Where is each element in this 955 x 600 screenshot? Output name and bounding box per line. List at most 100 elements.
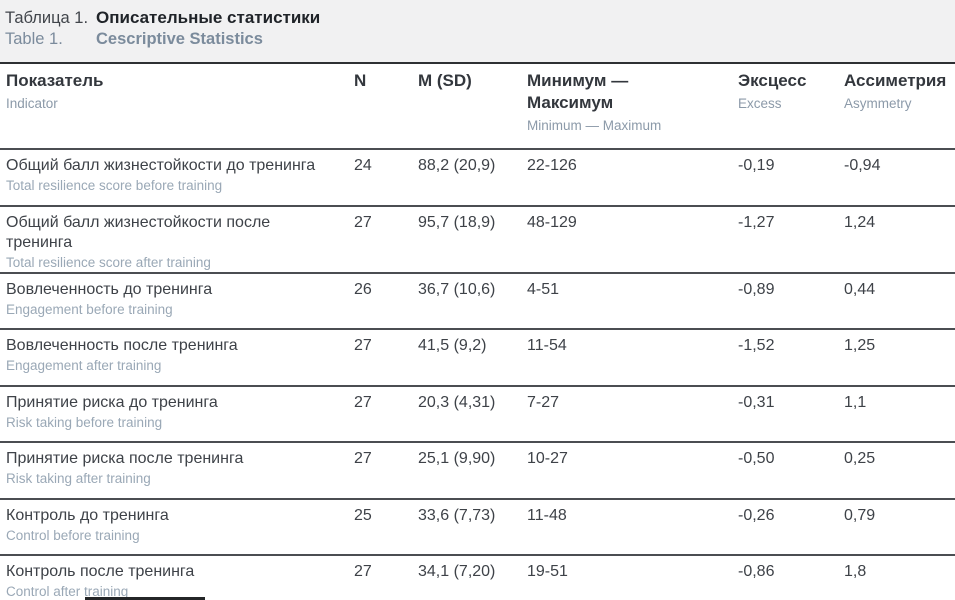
caption-line-ru: Таблица 1. Описательные статистики	[5, 7, 955, 29]
min-max-value: 48-129	[527, 213, 577, 231]
n-cell: 27	[343, 554, 410, 600]
caption-line-en: Table 1. Cescriptive Statistics	[5, 29, 955, 50]
n-value: 24	[354, 157, 372, 174]
row-label-ru: Принятие риска после тренинга	[6, 450, 244, 467]
m-sd-cell: 41,5 (9,2)	[410, 328, 519, 385]
row-label-en: Risk taking before training	[6, 414, 163, 430]
row-label-ru: Общий балл жизнестойкости до тренинга	[6, 157, 316, 174]
m-sd-value: 95,7 (18,9)	[418, 213, 496, 231]
row-label-en: Engagement before training	[6, 301, 173, 317]
n-cell: 27	[343, 204, 410, 272]
asymmetry-value: -0,94	[844, 157, 881, 174]
n-value: 27	[354, 213, 372, 231]
excess-value: -0,89	[738, 280, 775, 298]
table-caption: Таблица 1. Описательные статистики Table …	[0, 0, 955, 62]
caption-ru-title: Описательные статистики	[96, 8, 321, 27]
indicator-cell: Принятие риска после тренинга Risk takin…	[0, 441, 343, 498]
excess-cell: -0,19	[730, 148, 836, 205]
excess-cell: -0,89	[730, 271, 836, 329]
column-header-label-ru: Показатель	[6, 71, 104, 90]
column-header-excess: Эксцесс Excess	[730, 62, 836, 148]
column-header-label-ru: Эксцесс	[738, 71, 807, 90]
asymmetry-value: 0,44	[844, 280, 876, 298]
excess-cell: -1,52	[730, 328, 836, 385]
indicator-cell: Общий балл жизнестойкости до тренинга To…	[0, 148, 343, 205]
excess-cell: -0,31	[730, 384, 836, 442]
asymmetry-cell: 1,8	[836, 554, 955, 600]
n-cell: 24	[343, 148, 410, 205]
m-sd-value: 25,1 (9,90)	[418, 450, 496, 467]
table-row: Контроль после тренинга Control after tr…	[0, 554, 955, 600]
column-header-label-en: Indicator	[6, 96, 58, 111]
row-label-en: Engagement after training	[6, 358, 162, 373]
column-header-label-en: Excess	[738, 96, 782, 111]
row-label-en: Risk taking after training	[6, 471, 151, 486]
indicator-cell: Контроль после тренинга Control after tr…	[0, 554, 343, 600]
excess-cell: -0,86	[730, 554, 836, 600]
n-value: 25	[354, 506, 372, 524]
asymmetry-cell: 0,79	[836, 497, 955, 555]
min-max-value: 10-27	[527, 450, 568, 467]
row-label-ru: Общий балл жизнестойкости после тренинга	[6, 213, 271, 251]
min-max-cell: 11-48	[519, 497, 730, 555]
min-max-value: 4-51	[527, 280, 560, 298]
excess-value: -0,86	[738, 563, 775, 580]
excess-cell: -0,26	[730, 497, 836, 555]
column-header-n: N	[343, 62, 410, 148]
column-header-label-ru: M (SD)	[418, 71, 472, 90]
row-label-en: Total resilience score before training	[6, 178, 223, 193]
row-label-en: Total resilience score after training	[6, 254, 211, 270]
min-max-value: 19-51	[527, 563, 568, 580]
caption-en-prefix: Table 1.	[5, 30, 63, 48]
m-sd-value: 34,1 (7,20)	[418, 563, 496, 580]
indicator-cell: Вовлеченность после тренинга Engagement …	[0, 328, 343, 385]
column-header-min-max: Минимум — Максимум Minimum — Maximum	[519, 62, 730, 148]
min-max-cell: 11-54	[519, 328, 730, 385]
asymmetry-cell: 1,24	[836, 204, 955, 272]
column-header-m-sd: M (SD)	[410, 62, 519, 148]
n-value: 27	[354, 563, 372, 580]
excess-value: -0,50	[738, 450, 775, 467]
m-sd-cell: 20,3 (4,31)	[410, 384, 519, 442]
m-sd-cell: 34,1 (7,20)	[410, 554, 519, 600]
excess-cell: -1,27	[730, 204, 836, 272]
asymmetry-value: 1,24	[844, 213, 876, 231]
asymmetry-value: 0,79	[844, 506, 876, 524]
excess-value: -0,31	[738, 393, 775, 411]
indicator-cell: Принятие риска до тренинга Risk taking b…	[0, 384, 343, 442]
excess-value: -0,19	[738, 157, 775, 174]
indicator-cell: Контроль до тренинга Control before trai…	[0, 497, 343, 555]
n-cell: 27	[343, 384, 410, 442]
descriptive-statistics-table: Показатель Indicator N M (SD) Минимум — …	[0, 62, 955, 600]
asymmetry-cell: 0,44	[836, 271, 955, 329]
row-label-en: Control before training	[6, 527, 140, 543]
row-label-ru: Контроль после тренинга	[6, 563, 195, 580]
table-row: Общий балл жизнестойкости после тренинга…	[0, 204, 955, 272]
column-header-label-en: Asymmetry	[844, 96, 912, 111]
column-header-label-ru: N	[354, 71, 367, 90]
indicator-cell: Общий балл жизнестойкости после тренинга…	[0, 204, 343, 272]
row-label-ru: Вовлеченность до тренинга	[6, 280, 213, 298]
m-sd-value: 41,5 (9,2)	[418, 337, 487, 354]
asymmetry-value: 1,25	[844, 337, 876, 354]
indicator-cell: Вовлеченность до тренинга Engagement bef…	[0, 271, 343, 329]
min-max-cell: 19-51	[519, 554, 730, 600]
excess-value: -1,52	[738, 337, 775, 354]
excess-value: -1,27	[738, 213, 775, 231]
min-max-cell: 7-27	[519, 384, 730, 442]
column-header-asymmetry: Ассиметрия Asymmetry	[836, 62, 955, 148]
asymmetry-cell: -0,94	[836, 148, 955, 205]
partial-next-row-border	[85, 597, 205, 600]
asymmetry-value: 1,1	[844, 393, 867, 411]
header-row: Показатель Indicator N M (SD) Минимум — …	[0, 62, 955, 148]
asymmetry-cell: 0,25	[836, 441, 955, 498]
min-max-cell: 22-126	[519, 148, 730, 205]
table-row: Принятие риска после тренинга Risk takin…	[0, 441, 955, 498]
min-max-cell: 48-129	[519, 204, 730, 272]
asymmetry-value: 1,8	[844, 563, 867, 580]
row-label-ru: Принятие риска до тренинга	[6, 393, 218, 411]
asymmetry-cell: 1,25	[836, 328, 955, 385]
excess-cell: -0,50	[730, 441, 836, 498]
row-label-ru: Контроль до тренинга	[6, 506, 169, 524]
m-sd-cell: 36,7 (10,6)	[410, 271, 519, 329]
